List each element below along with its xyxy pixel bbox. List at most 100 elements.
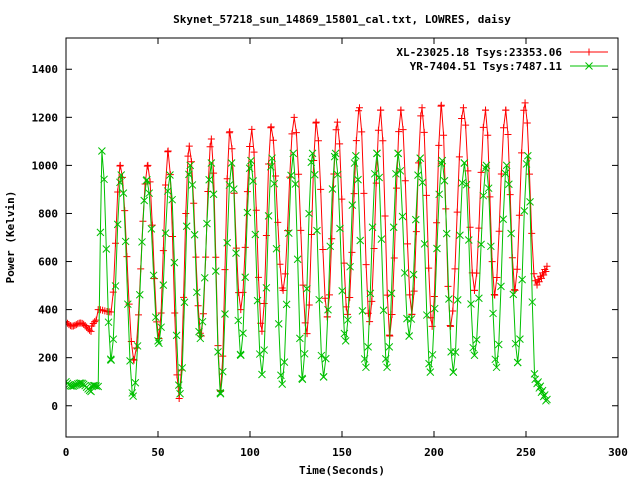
data-point bbox=[91, 318, 99, 326]
data-point bbox=[543, 262, 551, 270]
data-point bbox=[422, 311, 431, 319]
data-point bbox=[307, 158, 316, 167]
data-point bbox=[522, 160, 531, 168]
data-point bbox=[397, 106, 405, 114]
data-point bbox=[162, 181, 170, 189]
data-point bbox=[518, 275, 526, 284]
data-point bbox=[453, 208, 461, 216]
data-point bbox=[543, 395, 551, 404]
data-point bbox=[66, 318, 70, 326]
data-point bbox=[319, 373, 328, 381]
data-point bbox=[502, 106, 510, 114]
data-point bbox=[364, 343, 372, 351]
data-point bbox=[173, 371, 181, 379]
data-point bbox=[404, 240, 412, 248]
data-point bbox=[479, 123, 487, 131]
data-point bbox=[341, 337, 350, 345]
data-point bbox=[479, 191, 488, 200]
data-point bbox=[475, 294, 483, 303]
data-point bbox=[276, 260, 284, 268]
data-point bbox=[229, 185, 238, 193]
data-point bbox=[133, 342, 142, 350]
data-point bbox=[321, 294, 329, 302]
x-tick-label: 200 bbox=[424, 446, 444, 459]
data-point bbox=[321, 354, 330, 363]
data-point bbox=[442, 229, 451, 238]
data-point bbox=[389, 223, 398, 232]
data-point bbox=[196, 334, 205, 343]
ticks-layer: 0 50 100 150 200 250 300 0 200 400 600 800 1000 1200 1… bbox=[32, 38, 628, 459]
data-point bbox=[394, 149, 402, 158]
data-point bbox=[282, 300, 291, 309]
data-point bbox=[356, 236, 365, 245]
data-point bbox=[284, 227, 292, 235]
data-point bbox=[289, 149, 298, 158]
data-point bbox=[350, 190, 358, 198]
chart-title: Skynet_57218_sun_14869_15801_cal.txt, LO… bbox=[173, 13, 511, 26]
data-point bbox=[145, 189, 154, 198]
data-point bbox=[135, 290, 144, 299]
data-point bbox=[523, 119, 531, 127]
legend-marker bbox=[585, 48, 593, 56]
data-point bbox=[272, 244, 281, 253]
data-point bbox=[166, 171, 174, 179]
data-point bbox=[241, 243, 249, 251]
data-point bbox=[174, 381, 183, 389]
data-point bbox=[375, 173, 384, 182]
data-point bbox=[211, 267, 220, 275]
data-point bbox=[298, 375, 307, 384]
data-point bbox=[307, 231, 315, 239]
data-point bbox=[119, 189, 128, 197]
data-point bbox=[428, 322, 436, 330]
data-point bbox=[296, 334, 304, 343]
data-point bbox=[528, 298, 537, 306]
data-point bbox=[131, 378, 140, 387]
data-point bbox=[75, 379, 84, 388]
data-point bbox=[155, 339, 163, 348]
y-tick-label: 400 bbox=[38, 304, 58, 317]
data-point bbox=[407, 315, 416, 323]
data-point bbox=[416, 154, 425, 163]
series-xl bbox=[66, 99, 551, 403]
data-point bbox=[486, 193, 494, 201]
data-point bbox=[297, 226, 305, 234]
y-tick-label: 800 bbox=[38, 207, 58, 220]
data-point bbox=[418, 178, 427, 187]
data-point bbox=[247, 156, 255, 165]
series-layer bbox=[66, 99, 551, 405]
data-point bbox=[379, 137, 387, 145]
data-point bbox=[182, 209, 190, 217]
data-point bbox=[332, 126, 340, 134]
y-axis-label: Power (Kelvin) bbox=[4, 191, 17, 284]
data-point bbox=[525, 170, 533, 178]
data-point bbox=[528, 229, 536, 237]
data-point bbox=[251, 230, 260, 239]
series-line bbox=[66, 102, 548, 399]
data-point bbox=[86, 326, 94, 334]
data-point bbox=[328, 235, 336, 243]
data-point bbox=[109, 335, 118, 344]
data-point bbox=[488, 258, 496, 266]
data-point bbox=[147, 225, 156, 233]
data-point bbox=[262, 283, 271, 292]
data-point bbox=[515, 211, 523, 219]
data-point bbox=[399, 126, 407, 134]
data-point bbox=[464, 236, 473, 244]
data-point bbox=[72, 321, 80, 329]
data-point bbox=[279, 286, 287, 294]
data-point bbox=[295, 170, 303, 178]
data-point bbox=[344, 310, 352, 318]
data-point bbox=[324, 305, 332, 314]
data-point bbox=[420, 240, 429, 248]
data-point bbox=[140, 196, 149, 205]
data-point bbox=[374, 126, 382, 134]
data-point bbox=[536, 382, 545, 391]
data-point bbox=[487, 242, 495, 251]
data-point bbox=[180, 298, 189, 307]
data-point bbox=[239, 288, 247, 296]
data-point bbox=[267, 123, 275, 131]
data-point bbox=[526, 197, 534, 206]
x-tick-label: 300 bbox=[608, 446, 628, 459]
data-point bbox=[278, 380, 287, 388]
